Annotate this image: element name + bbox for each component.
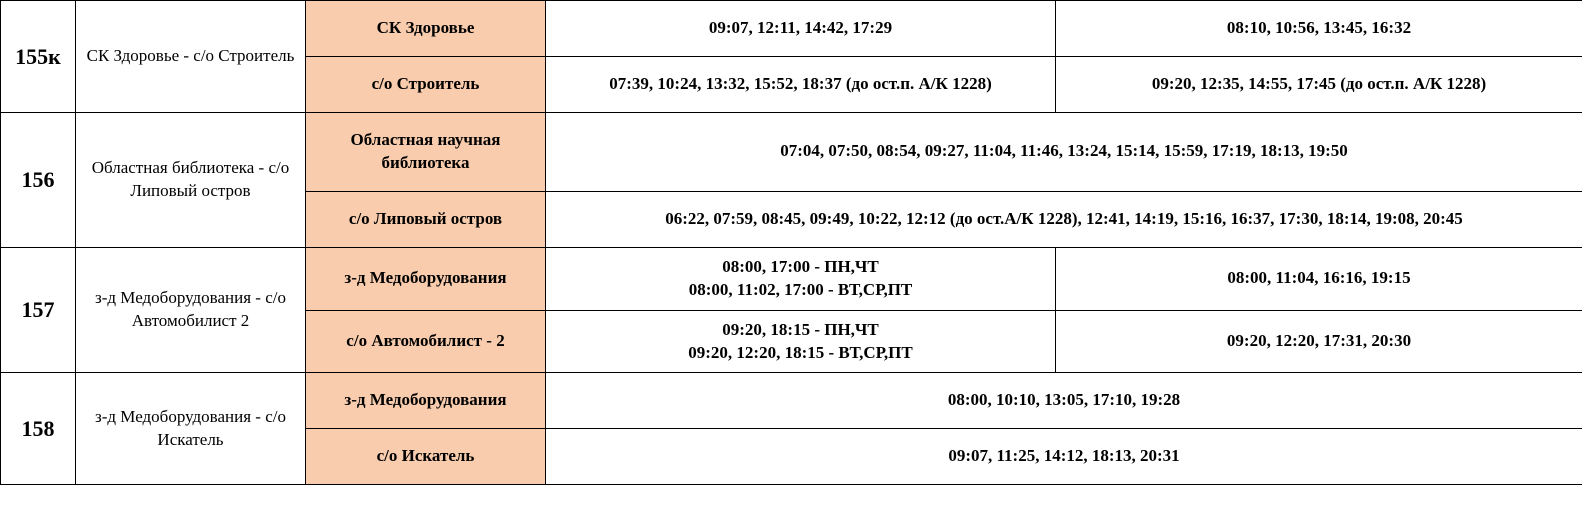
times-merged: 09:07, 11:25, 14:12, 18:13, 20:31 (546, 429, 1582, 485)
times-col-a: 09:07, 12:11, 14:42, 17:29 (546, 1, 1056, 57)
times-col-b: 08:00, 11:04, 16:16, 19:15 (1056, 247, 1582, 310)
times-col-a: 08:00, 17:00 - ПН,ЧТ08:00, 11:02, 17:00 … (546, 247, 1056, 310)
schedule-row: 156Областная библиотека - с/о Липовый ос… (1, 112, 1582, 191)
times-col-b: 09:20, 12:35, 14:55, 17:45 (до ост.п. А/… (1056, 56, 1582, 112)
times-line: 08:00, 11:02, 17:00 - ВТ,СР,ПТ (552, 279, 1049, 302)
times-merged: 07:04, 07:50, 08:54, 09:27, 11:04, 11:46… (546, 112, 1582, 191)
times-col-b: 08:10, 10:56, 13:45, 16:32 (1056, 1, 1582, 57)
schedule-row: 157з-д Медоборудования - с/о Автомобилис… (1, 247, 1582, 310)
schedule-table: 155кСК Здоровье - с/о СтроительСК Здоров… (0, 0, 1582, 485)
route-name: Областная библиотека - с/о Липовый остро… (76, 112, 306, 247)
stop-name: з-д Медоборудования (306, 247, 546, 310)
times-merged: 06:22, 07:59, 08:45, 09:49, 10:22, 12:12… (546, 191, 1582, 247)
route-number: 158 (1, 373, 76, 485)
schedule-row: 155кСК Здоровье - с/о СтроительСК Здоров… (1, 1, 1582, 57)
stop-name: с/о Строитель (306, 56, 546, 112)
times-merged: 08:00, 10:10, 13:05, 17:10, 19:28 (546, 373, 1582, 429)
stop-name: с/о Искатель (306, 429, 546, 485)
times-line: 09:20, 18:15 - ПН,ЧТ (552, 319, 1049, 342)
route-number: 157 (1, 247, 76, 373)
route-name: з-д Медоборудования - с/о Автомобилист 2 (76, 247, 306, 373)
stop-name: с/о Автомобилист - 2 (306, 310, 546, 373)
stop-name: с/о Липовый остров (306, 191, 546, 247)
route-name: СК Здоровье - с/о Строитель (76, 1, 306, 113)
schedule-row: 158з-д Медоборудования - с/о Искательз-д… (1, 373, 1582, 429)
times-line: 08:00, 17:00 - ПН,ЧТ (552, 256, 1049, 279)
times-col-a: 09:20, 18:15 - ПН,ЧТ09:20, 12:20, 18:15 … (546, 310, 1056, 373)
stop-name: Областная научная библиотека (306, 112, 546, 191)
route-number: 156 (1, 112, 76, 247)
route-number: 155к (1, 1, 76, 113)
route-name: з-д Медоборудования - с/о Искатель (76, 373, 306, 485)
times-col-b: 09:20, 12:20, 17:31, 20:30 (1056, 310, 1582, 373)
stop-name: з-д Медоборудования (306, 373, 546, 429)
times-col-a: 07:39, 10:24, 13:32, 15:52, 18:37 (до ос… (546, 56, 1056, 112)
times-line: 09:20, 12:20, 18:15 - ВТ,СР,ПТ (552, 342, 1049, 365)
stop-name: СК Здоровье (306, 1, 546, 57)
